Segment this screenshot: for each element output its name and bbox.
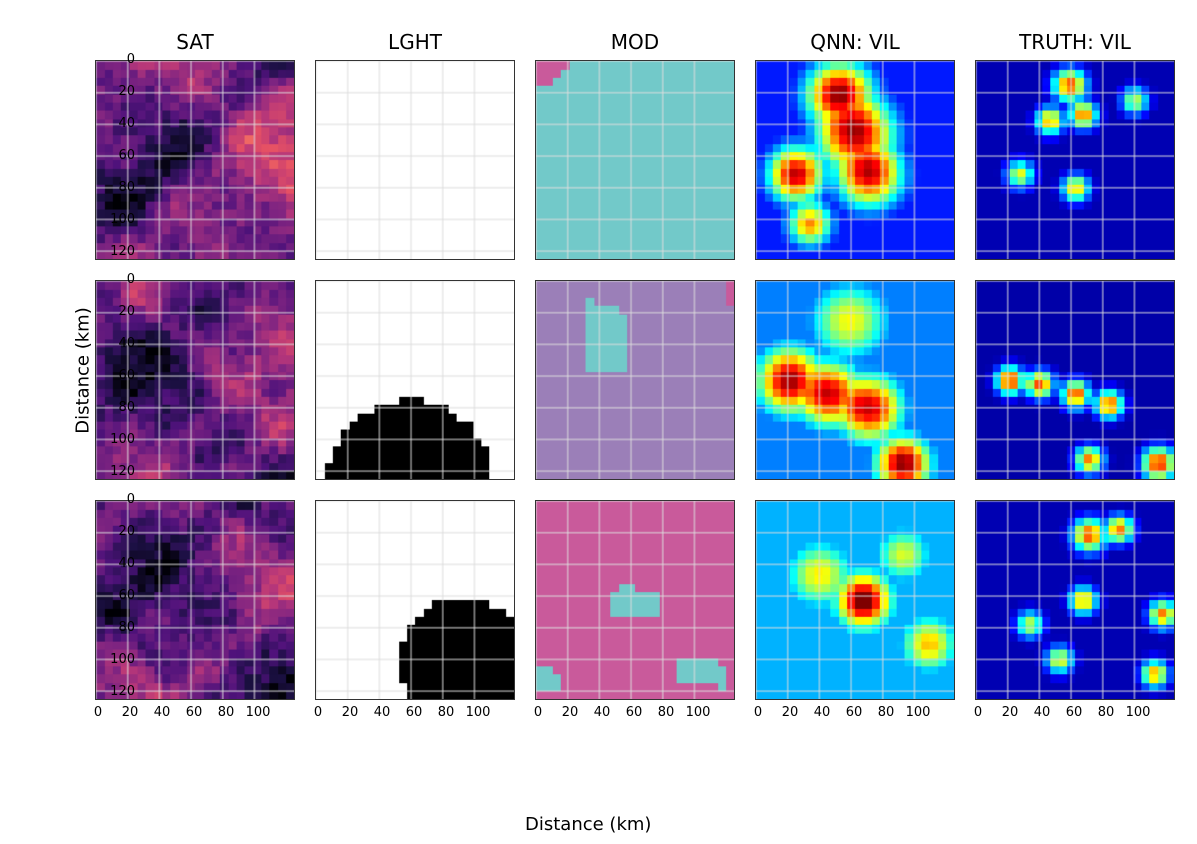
xtick-label: 60	[1059, 705, 1089, 720]
xtick-label: 100	[1123, 705, 1153, 720]
xtick-label: 80	[1091, 705, 1121, 720]
panel-mod-row0	[535, 60, 735, 260]
heatmap-canvas	[756, 501, 954, 699]
xtick-label: 80	[651, 705, 681, 720]
panel-mod-row1	[535, 280, 735, 480]
ytick-label: 120	[95, 464, 135, 479]
xtick-label: 0	[523, 705, 553, 720]
heatmap-canvas	[536, 281, 734, 479]
ytick-label: 80	[95, 400, 135, 415]
xtick-label: 20	[115, 705, 145, 720]
ytick-label: 40	[95, 336, 135, 351]
column-title-mod: MOD	[535, 30, 735, 54]
xtick-label: 100	[463, 705, 493, 720]
xtick-label: 0	[963, 705, 993, 720]
xtick-label: 60	[619, 705, 649, 720]
panel-qnn-row1	[755, 280, 955, 480]
xtick-label: 80	[431, 705, 461, 720]
xtick-label: 0	[303, 705, 333, 720]
xtick-label: 20	[555, 705, 585, 720]
ytick-label: 60	[95, 368, 135, 383]
xtick-label: 60	[399, 705, 429, 720]
ytick-label: 60	[95, 148, 135, 163]
heatmap-canvas	[976, 501, 1174, 699]
ytick-label: 100	[95, 432, 135, 447]
panel-truth-row1	[975, 280, 1175, 480]
xtick-label: 40	[807, 705, 837, 720]
ytick-label: 0	[95, 492, 135, 507]
heatmap-canvas	[316, 61, 514, 259]
xtick-label: 100	[243, 705, 273, 720]
panel-lght-row0	[315, 60, 515, 260]
heatmap-canvas	[976, 281, 1174, 479]
heatmap-canvas	[316, 501, 514, 699]
heatmap-canvas	[976, 61, 1174, 259]
xtick-label: 40	[587, 705, 617, 720]
y-axis-label: Distance (km)	[73, 307, 94, 433]
xtick-label: 60	[179, 705, 209, 720]
heatmap-canvas	[536, 61, 734, 259]
xtick-label: 0	[743, 705, 773, 720]
column-title-truth: TRUTH: VIL	[975, 30, 1175, 54]
panel-qnn-row2	[755, 500, 955, 700]
xtick-label: 100	[903, 705, 933, 720]
ytick-label: 20	[95, 304, 135, 319]
ytick-label: 80	[95, 180, 135, 195]
heatmap-canvas	[536, 501, 734, 699]
ytick-label: 20	[95, 84, 135, 99]
panel-truth-row2	[975, 500, 1175, 700]
xtick-label: 20	[335, 705, 365, 720]
panel-lght-row1	[315, 280, 515, 480]
panel-qnn-row0	[755, 60, 955, 260]
xtick-label: 80	[871, 705, 901, 720]
column-title-sat: SAT	[95, 30, 295, 54]
ytick-label: 40	[95, 556, 135, 571]
heatmap-canvas	[316, 281, 514, 479]
column-title-lght: LGHT	[315, 30, 515, 54]
xtick-label: 40	[147, 705, 177, 720]
panel-mod-row2	[535, 500, 735, 700]
figure-grid: Distance (km) Distance (km) SAT020406080…	[95, 60, 1175, 780]
column-title-qnn: QNN: VIL	[755, 30, 955, 54]
xtick-label: 40	[1027, 705, 1057, 720]
ytick-label: 120	[95, 684, 135, 699]
xtick-label: 100	[683, 705, 713, 720]
x-axis-label: Distance (km)	[525, 814, 651, 835]
ytick-label: 40	[95, 116, 135, 131]
ytick-label: 0	[95, 52, 135, 67]
ytick-label: 0	[95, 272, 135, 287]
ytick-label: 100	[95, 212, 135, 227]
heatmap-canvas	[756, 61, 954, 259]
panel-lght-row2	[315, 500, 515, 700]
ytick-label: 60	[95, 588, 135, 603]
ytick-label: 20	[95, 524, 135, 539]
xtick-label: 60	[839, 705, 869, 720]
ytick-label: 80	[95, 620, 135, 635]
xtick-label: 20	[995, 705, 1025, 720]
ytick-label: 120	[95, 244, 135, 259]
heatmap-canvas	[756, 281, 954, 479]
xtick-label: 0	[83, 705, 113, 720]
xtick-label: 40	[367, 705, 397, 720]
xtick-label: 20	[775, 705, 805, 720]
xtick-label: 80	[211, 705, 241, 720]
ytick-label: 100	[95, 652, 135, 667]
panel-truth-row0	[975, 60, 1175, 260]
